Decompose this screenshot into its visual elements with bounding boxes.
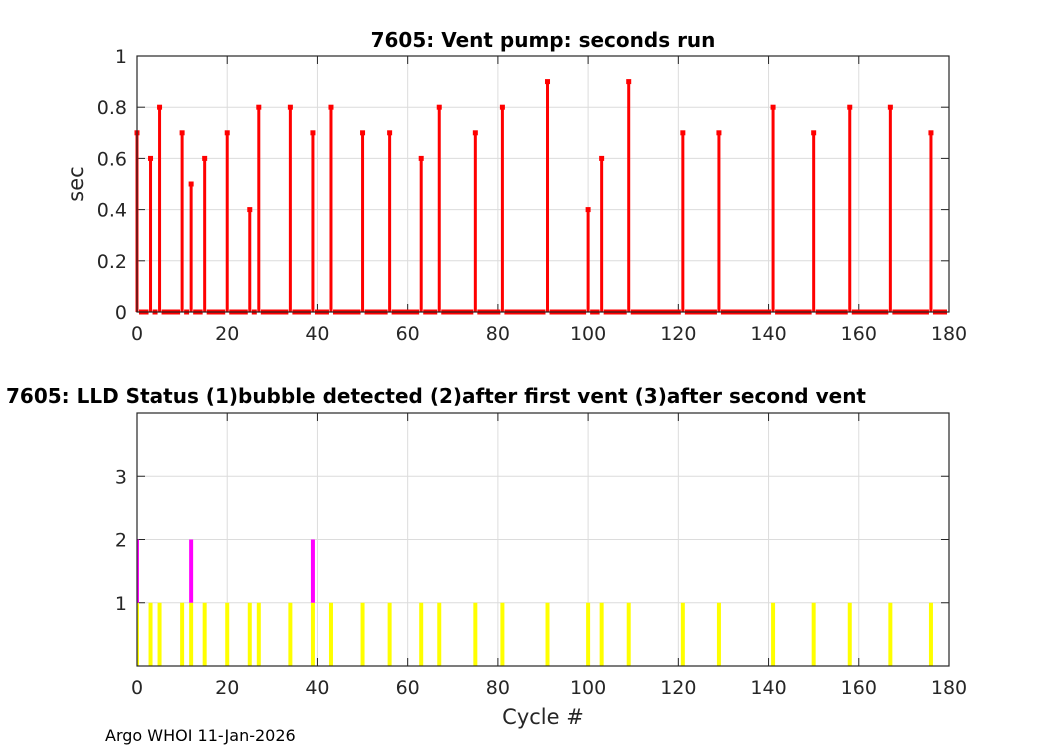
data-point — [256, 104, 262, 110]
y-tick-label: 2 — [115, 530, 127, 552]
data-point — [847, 104, 853, 110]
data-point — [545, 79, 551, 85]
status-bar — [148, 602, 153, 666]
x-tick-label: 120 — [660, 677, 696, 699]
data-point — [887, 104, 893, 110]
status-bar — [288, 602, 293, 666]
data-point — [202, 155, 208, 161]
x-tick-label: 60 — [396, 677, 420, 699]
y-tick-label: 0.6 — [97, 148, 127, 170]
status-bar — [180, 602, 185, 666]
y-tick-label: 1 — [115, 593, 127, 615]
x-tick-label: 0 — [131, 323, 143, 345]
footer-credit: Argo WHOI 11-Jan-2026 — [105, 726, 296, 745]
data-point — [585, 207, 591, 213]
x-tick-label: 100 — [570, 323, 606, 345]
status-bar — [437, 602, 442, 666]
data-point — [436, 104, 442, 110]
data-point — [418, 155, 424, 161]
data-point — [680, 130, 686, 136]
x-axis-label-cycle: Cycle # — [502, 705, 584, 729]
y-tick-label: 3 — [115, 466, 127, 488]
x-tick-label: 180 — [931, 323, 967, 345]
x-tick-label: 60 — [396, 323, 420, 345]
x-tick-label: 20 — [215, 677, 239, 699]
data-point — [716, 130, 722, 136]
status-bar — [680, 602, 685, 666]
x-tick-label: 140 — [750, 677, 786, 699]
data-point — [472, 130, 478, 136]
status-bar — [928, 602, 933, 666]
data-point — [157, 104, 163, 110]
status-bar — [847, 602, 852, 666]
chart-title-lld-status: 7605: LLD Status (1)bubble detected (2)a… — [6, 384, 866, 408]
x-tick-label: 100 — [570, 677, 606, 699]
status-bar — [189, 539, 194, 603]
data-point — [770, 104, 776, 110]
x-tick-label: 80 — [486, 323, 510, 345]
status-bar — [310, 602, 315, 666]
status-bar — [811, 602, 816, 666]
data-point — [287, 104, 293, 110]
status-bar — [189, 602, 194, 666]
status-bar — [716, 602, 721, 666]
data-point — [148, 155, 154, 161]
data-point — [499, 104, 505, 110]
status-bar — [137, 602, 139, 666]
x-tick-label: 180 — [931, 677, 967, 699]
status-bar — [545, 602, 550, 666]
data-point — [188, 181, 194, 187]
data-point — [599, 155, 605, 161]
status-bar — [473, 602, 478, 666]
status-bar — [157, 602, 162, 666]
x-tick-label: 80 — [486, 677, 510, 699]
data-point — [387, 130, 393, 136]
status-bar — [771, 602, 776, 666]
status-bar — [328, 602, 333, 666]
status-bar — [586, 602, 591, 666]
data-point — [811, 130, 817, 136]
x-tick-label: 0 — [131, 677, 143, 699]
status-bar — [256, 602, 261, 666]
x-tick-label: 120 — [660, 323, 696, 345]
data-point — [360, 130, 366, 136]
data-point — [247, 207, 253, 213]
axes-frame — [136, 55, 950, 313]
status-bar — [137, 539, 139, 603]
data-point — [328, 104, 334, 110]
x-tick-label: 160 — [841, 323, 877, 345]
y-tick-label: 0.8 — [97, 97, 127, 119]
x-tick-label: 20 — [215, 323, 239, 345]
x-tick-label: 140 — [750, 323, 786, 345]
x-tick-label: 160 — [841, 677, 877, 699]
status-bar — [500, 602, 505, 666]
plot-vent-pump: 0 20 40 60 80 100 120 140 160 180 0 0.2 0.4 0.6 0.8 1 — [97, 46, 967, 345]
data-point — [928, 130, 934, 136]
x-tick-label: 40 — [305, 677, 329, 699]
status-bar — [360, 602, 365, 666]
status-bar — [310, 539, 315, 603]
status-bar — [202, 602, 207, 666]
plot-lld-status: 0 20 40 60 80 100 120 140 160 180 1 2 3 — [115, 412, 967, 699]
y-tick-label: 0.4 — [97, 200, 127, 222]
y-tick-label: 0 — [115, 302, 127, 324]
data-point — [224, 130, 230, 136]
y-tick-label: 1 — [115, 46, 127, 68]
data-point — [626, 79, 632, 85]
status-bar — [888, 602, 893, 666]
axes-frame — [136, 412, 950, 667]
status-bar — [626, 602, 631, 666]
chart-title-vent-pump: 7605: Vent pump: seconds run — [371, 28, 716, 52]
data-point — [310, 130, 316, 136]
x-tick-label: 40 — [305, 323, 329, 345]
status-bar — [387, 602, 392, 666]
status-bar — [419, 602, 424, 666]
status-bar — [247, 602, 252, 666]
data-point — [179, 130, 185, 136]
y-axis-label-sec: sec — [64, 166, 88, 201]
y-tick-label: 0.2 — [97, 251, 127, 273]
status-bar — [599, 602, 604, 666]
status-bar — [225, 602, 230, 666]
